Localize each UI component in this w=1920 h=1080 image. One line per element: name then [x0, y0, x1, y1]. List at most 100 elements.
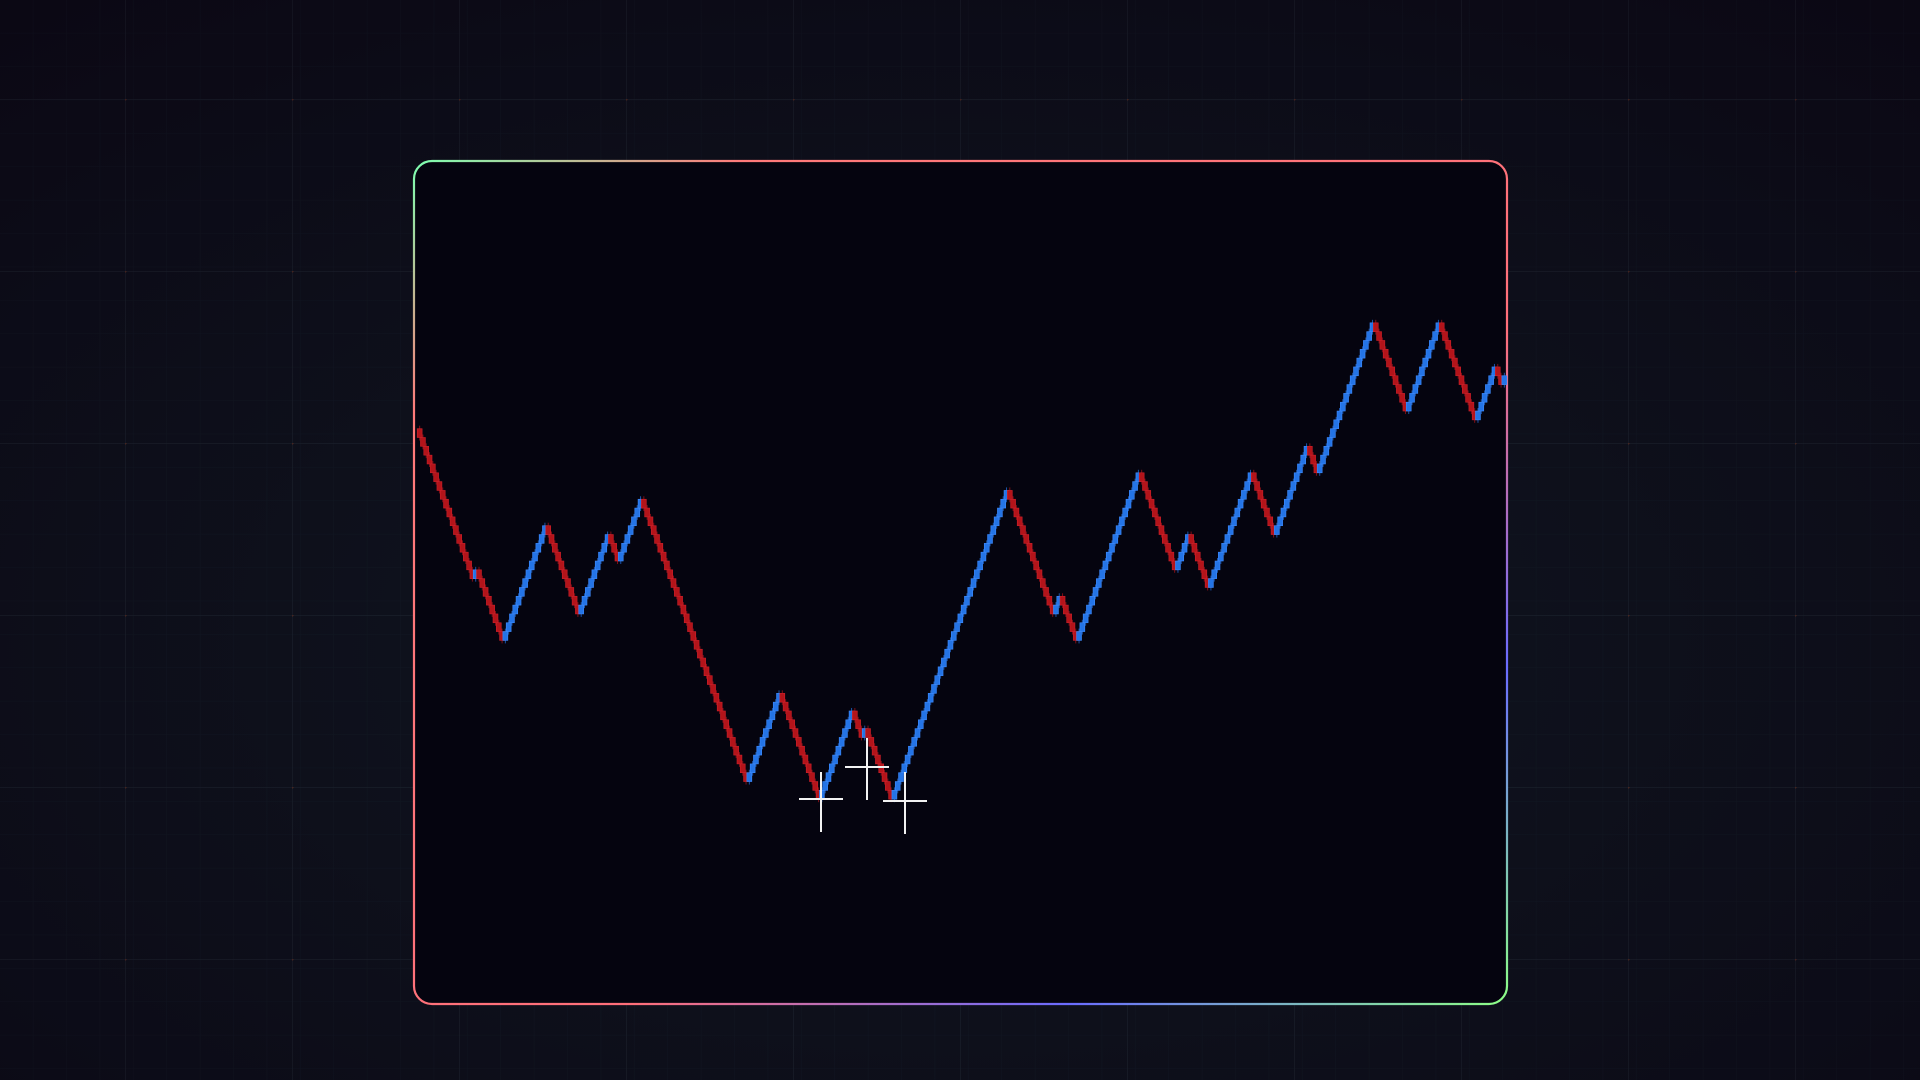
- brick: [1412, 384, 1419, 394]
- brick: [927, 693, 934, 703]
- brick: [1043, 587, 1049, 597]
- brick: [885, 781, 891, 791]
- brick: [792, 728, 799, 738]
- brick: [1386, 357, 1392, 368]
- brick: [941, 657, 947, 668]
- brick: [1023, 534, 1030, 544]
- brick: [802, 754, 809, 765]
- brick: [1287, 490, 1293, 500]
- brick: [433, 472, 439, 482]
- brick: [1115, 525, 1122, 535]
- brick: [957, 613, 964, 624]
- brick: [753, 754, 759, 765]
- brick: [772, 701, 779, 712]
- brick: [657, 543, 664, 553]
- brick: [875, 754, 881, 765]
- brick: [1102, 560, 1109, 571]
- brick: [1379, 340, 1386, 350]
- brick: [1343, 393, 1349, 403]
- brick: [1013, 507, 1020, 518]
- brick: [525, 569, 532, 579]
- brick: [1465, 393, 1471, 403]
- brick: [568, 587, 575, 597]
- brick: [1392, 375, 1399, 385]
- brick: [934, 675, 941, 685]
- brick: [1359, 348, 1366, 359]
- brick: [1086, 604, 1092, 615]
- brick: [509, 613, 515, 624]
- brick: [1429, 340, 1435, 350]
- brick: [647, 516, 654, 527]
- brick: [805, 763, 812, 774]
- brick: [1326, 437, 1333, 447]
- brick: [739, 763, 746, 774]
- brick: [1260, 498, 1267, 509]
- brick: [617, 551, 624, 562]
- brick: [733, 745, 739, 756]
- brick: [835, 745, 842, 756]
- brick: [716, 701, 723, 712]
- brick: [674, 587, 680, 597]
- brick: [1494, 366, 1501, 377]
- brick: [565, 578, 571, 588]
- brick: [967, 587, 974, 597]
- brick: [1251, 472, 1257, 482]
- brick: [809, 772, 815, 782]
- brick: [634, 507, 641, 518]
- brick: [980, 551, 987, 562]
- brick: [1092, 587, 1099, 597]
- brick: [489, 604, 495, 615]
- brick: [898, 772, 904, 782]
- brick: [924, 701, 931, 712]
- brick: [1132, 481, 1138, 491]
- brick: [601, 543, 608, 553]
- brick: [763, 728, 769, 738]
- brick: [1376, 331, 1382, 341]
- brick: [1293, 472, 1300, 482]
- brick: [1211, 569, 1217, 579]
- brick: [1198, 560, 1204, 571]
- brick: [786, 710, 792, 721]
- brick: [1405, 401, 1412, 412]
- brick: [1297, 463, 1303, 474]
- brick: [1168, 551, 1175, 562]
- brick: [476, 569, 482, 579]
- brick: [789, 719, 795, 729]
- brick: [522, 578, 528, 588]
- brick: [1000, 498, 1006, 509]
- brick: [881, 772, 888, 782]
- brick: [423, 446, 430, 456]
- brick: [921, 710, 927, 721]
- brick: [796, 737, 802, 747]
- brick: [1059, 595, 1066, 606]
- brick: [631, 516, 637, 527]
- brick: [439, 490, 446, 500]
- chart-frame: [412, 159, 1509, 1006]
- brick: [918, 719, 924, 729]
- brick: [627, 525, 634, 535]
- brick: [937, 666, 944, 676]
- brick: [1455, 366, 1461, 377]
- brick: [1033, 560, 1039, 571]
- brick: [710, 684, 716, 694]
- brick: [865, 728, 871, 738]
- brick: [588, 578, 594, 588]
- brick: [964, 595, 970, 606]
- brick: [1161, 534, 1168, 544]
- brick: [1366, 331, 1372, 341]
- brick: [960, 604, 967, 615]
- brick: [812, 781, 819, 791]
- brick: [1485, 384, 1491, 394]
- brick: [1316, 463, 1323, 474]
- brick: [894, 781, 901, 791]
- brick: [746, 772, 753, 782]
- brick: [585, 587, 591, 597]
- brick: [1201, 569, 1208, 579]
- brick: [1030, 551, 1036, 562]
- brick: [1227, 525, 1234, 535]
- brick: [430, 463, 436, 474]
- brick: [660, 551, 667, 562]
- crosshairs: [799, 738, 927, 834]
- brick: [1356, 357, 1363, 368]
